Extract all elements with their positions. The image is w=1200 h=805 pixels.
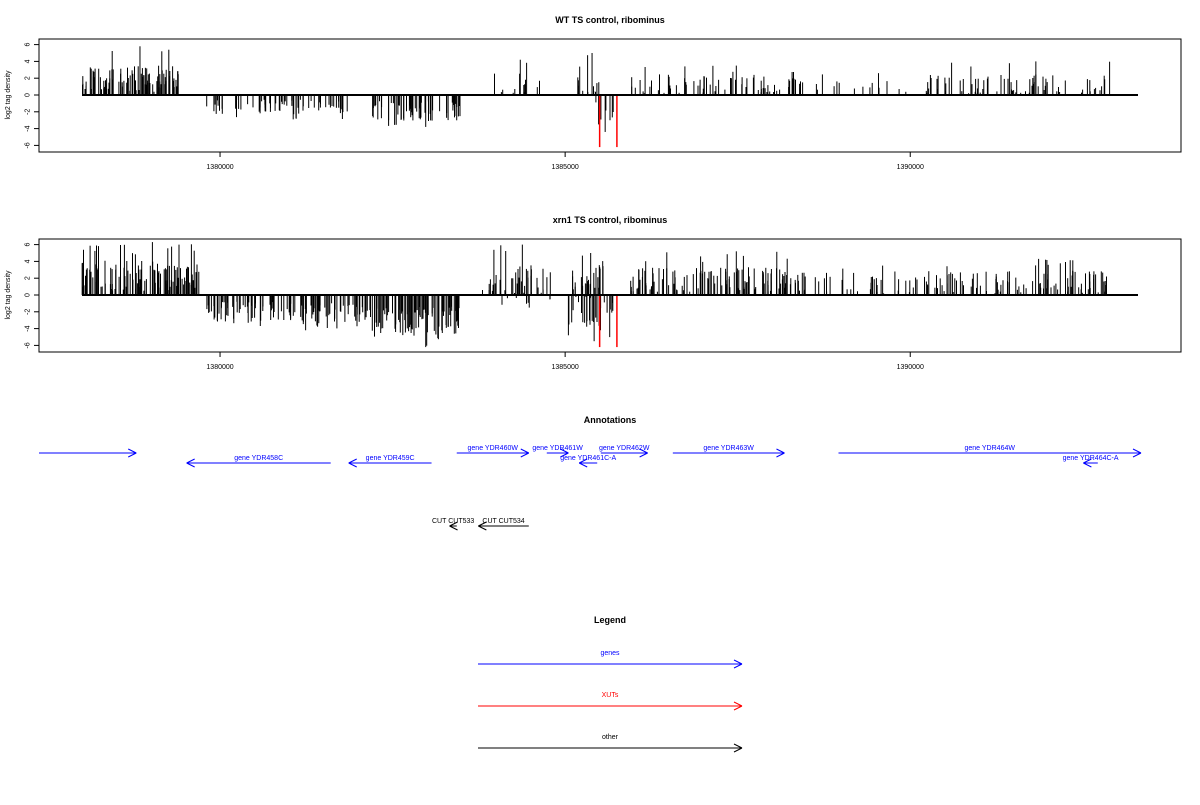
gene-label: gene YDR458C — [234, 455, 283, 462]
legend-label: genes — [600, 650, 620, 657]
y-tick-label: 4 — [25, 59, 32, 63]
x-tick-label: 1385000 — [552, 364, 579, 371]
gene-arrow: gene YDR459C — [348, 455, 432, 468]
cut-arrow: CUT CUT533 — [432, 518, 474, 531]
y-tick-label: -4 — [25, 325, 32, 331]
gene-arrow: gene YDR463W — [672, 445, 785, 458]
feature-arrows: gene YDR458C gene YDR459C gene YDR460W gene… — [39, 445, 1142, 531]
gene-arrow: gene YDR462W — [599, 445, 650, 458]
y-tick-label: -6 — [25, 142, 32, 148]
y-tick-label: 6 — [25, 243, 32, 247]
y-axis: -6 -4 -2 0 2 4 6 — [25, 43, 39, 149]
x-tick-label: 1380000 — [206, 164, 233, 171]
density-bars — [81, 242, 1107, 348]
gene-label: gene YDR461W — [532, 445, 583, 452]
x-tick-label: 1385000 — [552, 164, 579, 171]
cut-label: CUT CUT533 — [432, 518, 474, 525]
gene-arrow: gene YDR461W — [532, 445, 583, 458]
y-tick-label: 4 — [25, 259, 32, 263]
gene-arrow: gene YDR464W — [838, 445, 1142, 458]
gene-label: gene YDR461C-A — [560, 455, 616, 462]
legend-label: XUTs — [602, 692, 619, 699]
wt-density-panel: WT TS control, ribominus log2 tag densit… — [5, 15, 1182, 171]
y-axis-label: log2 tag density — [5, 70, 12, 120]
cut-label: CUT CUT534 — [482, 518, 524, 525]
legend: Legend genes XUTs other — [478, 615, 743, 753]
x-tick-label: 1390000 — [897, 164, 924, 171]
y-tick-label: -2 — [25, 109, 32, 115]
legend-label: other — [602, 734, 619, 741]
legend-item: genes — [478, 650, 743, 669]
gene-arrow: gene YDR460W — [456, 445, 530, 458]
annotations-title: Annotations — [584, 415, 637, 425]
annotations-track: Annotations gene YDR458C gene YDR459Cgene… — [39, 415, 1142, 531]
legend-title: Legend — [594, 615, 626, 625]
panel-title: xrn1 TS control, ribominus — [553, 215, 668, 225]
y-tick-label: -6 — [25, 342, 32, 348]
gene-arrow — [39, 448, 137, 458]
gene-label: gene YDR463W — [703, 445, 754, 452]
legend-item: other — [478, 734, 743, 753]
y-tick-label: 2 — [25, 276, 32, 280]
gene-label: gene YDR459C — [366, 455, 415, 462]
panel-title: WT TS control, ribominus — [555, 15, 665, 25]
x-tick-label: 1380000 — [206, 364, 233, 371]
gene-arrow: gene YDR464C-A — [1063, 455, 1119, 468]
gene-label: gene YDR460W — [468, 445, 519, 452]
density-bars — [82, 46, 1111, 148]
legend-items: genes XUTs other — [478, 650, 743, 753]
gene-arrow: gene YDR461C-A — [560, 455, 616, 468]
gene-label: gene YDR464C-A — [1063, 455, 1119, 462]
y-axis-label: log2 tag density — [5, 270, 12, 320]
cut-arrow: CUT CUT534 — [478, 518, 529, 531]
gene-arrow: gene YDR458C — [186, 455, 331, 468]
gene-label: gene YDR464W — [965, 445, 1016, 452]
x-axis: 1380000 1385000 1390000 — [206, 152, 924, 171]
x-axis: 1380000 1385000 1390000 — [206, 352, 924, 371]
x-tick-label: 1390000 — [897, 364, 924, 371]
legend-item: XUTs — [478, 692, 743, 711]
gene-label: gene YDR462W — [599, 445, 650, 452]
y-tick-label: -4 — [25, 125, 32, 131]
y-tick-label: 2 — [25, 76, 32, 80]
y-tick-label: 0 — [25, 293, 32, 297]
y-axis: -6 -4 -2 0 2 4 6 — [25, 243, 39, 349]
y-tick-label: 0 — [25, 93, 32, 97]
xrn1-density-panel: xrn1 TS control, ribominus log2 tag dens… — [5, 215, 1182, 371]
y-tick-label: 6 — [25, 43, 32, 47]
y-tick-label: -2 — [25, 309, 32, 315]
